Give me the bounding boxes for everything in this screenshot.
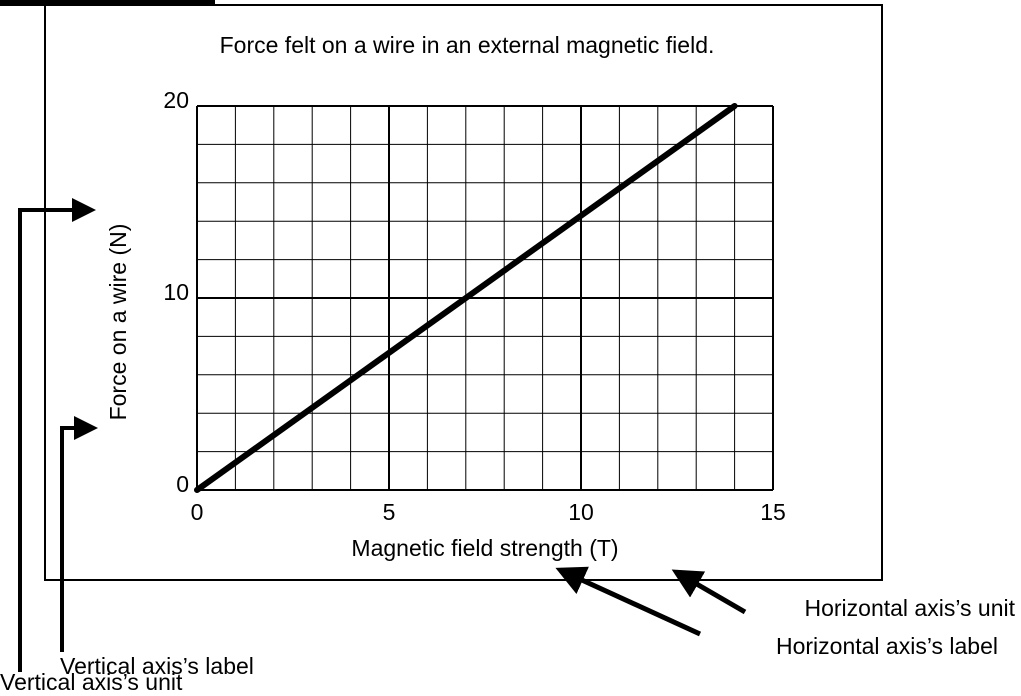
annotation: Horizontal axis’s label xyxy=(776,633,998,659)
chart-title: Force felt on a wire in an external magn… xyxy=(220,32,715,58)
frame xyxy=(44,4,883,581)
x-axis-label: Magnetic field strength (T) xyxy=(351,535,618,561)
x-tick-label: 5 xyxy=(383,499,396,525)
arrow xyxy=(671,569,747,615)
x-tick-label: 0 xyxy=(191,499,204,525)
arrow xyxy=(555,566,702,637)
annotation: Horizontal axis’s unit xyxy=(804,595,1015,621)
arrow xyxy=(60,416,98,652)
annotation: Vertical axis’s label xyxy=(60,653,254,679)
y-tick-label: 20 xyxy=(163,87,189,113)
header-bar xyxy=(0,0,215,6)
x-tick-label: 15 xyxy=(760,499,786,525)
arrow xyxy=(18,198,96,672)
y-tick-label: 10 xyxy=(163,279,189,305)
x-tick-label: 10 xyxy=(568,499,594,525)
y-axis-label: Force on a wire (N) xyxy=(105,224,131,421)
data-line xyxy=(194,103,738,493)
annotation: Vertical axis’s unit xyxy=(0,669,183,695)
y-tick-label: 0 xyxy=(176,471,189,497)
